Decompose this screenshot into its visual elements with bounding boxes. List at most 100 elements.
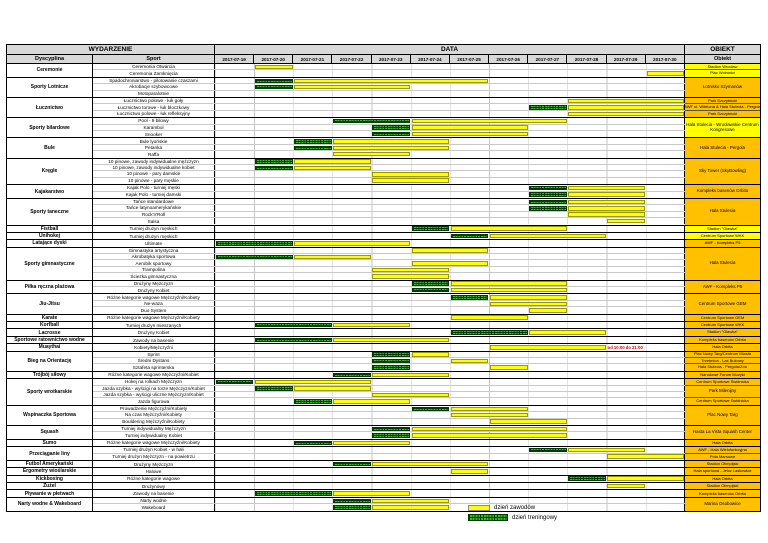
sport-row: Tańce latynoamerykańskie xyxy=(93,205,685,212)
header-obiekt: OBIEKT xyxy=(685,45,760,55)
competition-bar xyxy=(372,172,450,177)
sport-row: Aerobik sportowy xyxy=(93,260,685,267)
date-column-header: 2017-07-25 xyxy=(449,55,490,64)
sport-row: Jazda szybka - wyścigi uliczne Mężczyzn/… xyxy=(93,391,685,399)
discipline-group: Korfball Turniej drużyn mieszanych Centrum… xyxy=(7,322,760,330)
competition-bar xyxy=(294,165,371,171)
competition-bar xyxy=(607,218,646,224)
discipline-label: Sumo xyxy=(7,439,93,447)
competition-bar xyxy=(568,199,646,205)
sport-label: Prowadzenie Mężczyźni/Kobiety xyxy=(93,405,215,412)
venue-column: AWF - Hala Wielofunkcyjna Pola Marsowe xyxy=(685,447,760,460)
discipline-label: Squash xyxy=(7,425,93,439)
venue-cell: Hala Orbita xyxy=(685,344,760,351)
discipline-label: Jiu-Jitsu xyxy=(7,294,93,314)
competition-bar xyxy=(646,71,685,76)
competition-bar xyxy=(372,372,450,378)
sport-row: Sprint xyxy=(93,351,685,358)
venue-column: Hala Stulecia - Pergola xyxy=(685,138,760,158)
venue-cell: Centrum Sportowe Świdnicka xyxy=(685,398,760,405)
sport-row: Różne kategorie wagowe Mężczyźni/Kobiety xyxy=(93,314,685,322)
discipline-label: Narty wodne & Wakeboard xyxy=(7,497,93,511)
sport-row: Kobiety/Mężczyźni od 10:00 do 21:00 xyxy=(93,344,685,351)
competition-bar xyxy=(489,345,606,350)
group-rows: Zawody na basenie xyxy=(93,336,685,344)
sport-row: Ceremonia Zamknięcia xyxy=(93,70,685,77)
timeline xyxy=(215,158,685,164)
discipline-label: Bule xyxy=(7,138,93,158)
discipline-group: Muaythai Kobiety/Mężczyźni od 10:00 do 21:… xyxy=(7,344,760,352)
sport-label: Jazda szybka - wyścigi na torze Mężczyzn… xyxy=(93,385,215,391)
timeline xyxy=(215,453,685,460)
sport-row: Pool - 9 bilowy xyxy=(93,118,685,125)
sport-label: Jazda szybka - wyścigi uliczne Mężczyzn/… xyxy=(93,391,215,398)
venue-cell: Sky Tower (SkyBowling) xyxy=(685,158,760,185)
timeline xyxy=(215,336,685,344)
training-bar xyxy=(372,131,411,137)
venue-cell: Centrum Sportowe WKK xyxy=(685,232,760,240)
discipline-group: Jiu-Jitsu Różne kategorie wagowe Mężczyźn… xyxy=(7,294,760,315)
venue-column: Centrum Sportowe WKK xyxy=(685,322,760,329)
group-rows: Kobiety/Mężczyźni od 10:00 do 21:00 xyxy=(93,344,685,351)
sport-label: Petanka xyxy=(93,144,215,151)
venue-column: Park Szczytnicki AWF ul. Witelona & Hala … xyxy=(685,97,760,118)
venue-column: Stadion "Oławka" xyxy=(685,225,760,232)
legend-training-row: dzień treningowy xyxy=(468,514,557,521)
competition-bar xyxy=(333,322,411,328)
competition-bar xyxy=(372,178,450,183)
discipline-label: Łucznictwo xyxy=(7,97,93,118)
discipline-group: Sporty Lotnicze Spadochroniarstwo - pilot… xyxy=(7,77,760,98)
date-column-header: 2017-07-19 xyxy=(215,55,255,64)
training-bar xyxy=(529,185,567,191)
header-obiekt-sub: Obiekt xyxy=(685,55,760,64)
venue-cell: Lotnisko Szymanów xyxy=(685,77,760,97)
sport-label: Tańce latynoamerykańskie xyxy=(93,205,215,211)
timeline xyxy=(215,247,685,254)
sport-label: Narty wodne xyxy=(93,497,215,504)
discipline-label: Wspinaczka Sportowa xyxy=(7,405,93,425)
competition-bar xyxy=(450,226,567,231)
sport-row: Turniej drużyn mieszanych xyxy=(93,322,685,329)
venue-cell: Stadion Olimpijski xyxy=(685,483,760,490)
venue-cell: Plac Nowy Targ/Centrum Miasta xyxy=(685,351,760,358)
sport-label: Spadochroniarstwo - pilotowanie czaszami xyxy=(93,77,215,84)
venue-cell: Park Szczytnicki xyxy=(685,110,760,118)
sport-row: Drużynowy xyxy=(93,483,685,490)
discipline-group: Sporty wrotkarskie Hokej na rolkach Mężcz… xyxy=(7,379,760,406)
sport-row: Ceremonia Otwarcia xyxy=(93,64,685,71)
group-rows: Turniej indywidualny Mężczyzn Turniej ind… xyxy=(93,425,685,439)
training-bar xyxy=(254,84,293,90)
sport-row: Łucznictwo polowe - łuk goły xyxy=(93,97,685,105)
sport-label: Łucznictwo polowe - łuk refleksyjny xyxy=(93,110,215,118)
sport-label: 10 pinowe, zawody indywidualne kobiet xyxy=(93,164,215,171)
sport-row: Zawody na basenie xyxy=(93,490,685,497)
sport-row: Drużyny Mężczyzn xyxy=(93,460,685,468)
competition-bar xyxy=(489,365,528,370)
timeline xyxy=(215,447,685,453)
timeline xyxy=(215,266,685,273)
venue-cell: Centrum Sportowe WKK xyxy=(685,322,760,329)
sport-label: Zawody na basenie xyxy=(93,490,215,497)
timeline xyxy=(215,412,685,418)
discipline-label: Sporty Lotnicze xyxy=(7,77,93,97)
competition-bar xyxy=(568,111,685,117)
discipline-group: Wspinaczka Sportowa Prowadzenie Mężczyźni… xyxy=(7,405,760,426)
competition-bar xyxy=(450,358,489,364)
timeline xyxy=(215,84,685,90)
timeline xyxy=(215,307,685,314)
competition-bar xyxy=(568,447,646,453)
sport-label: Łucznictwo torowe - łuk bloczkowy xyxy=(93,104,215,110)
timeline xyxy=(215,322,685,329)
competition-bar xyxy=(450,406,528,412)
sport-label: Zawody na basenie xyxy=(93,336,215,344)
discipline-label: Kajakarstwo xyxy=(7,185,93,198)
group-rows: Różne kategorie wagowe Mężczyźni/Kobiet xyxy=(93,371,685,379)
sport-label: Akrobacje szybowcowe xyxy=(93,84,215,90)
sport-label: 10 pinowe - pary damskie xyxy=(93,171,215,177)
sport-label: Średni Dystans xyxy=(93,358,215,364)
group-rows: Różne kategorie wagowe Mężczyźni/Kobiety… xyxy=(93,294,685,314)
discipline-label: Unihokej xyxy=(7,232,93,240)
training-bar xyxy=(411,287,450,293)
sport-label: Tańce standardowe xyxy=(93,198,215,205)
discipline-group: Łucznictwo Łucznictwo polowe - łuk goły Łu… xyxy=(7,97,760,119)
